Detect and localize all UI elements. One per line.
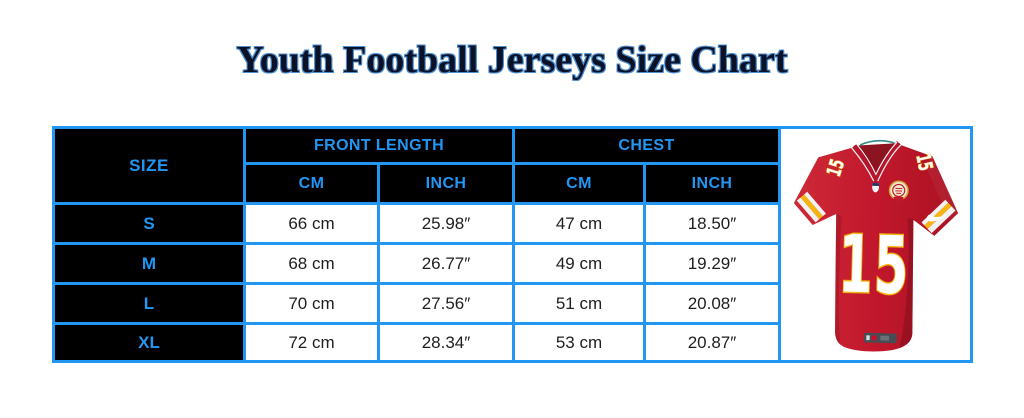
header-chest-cm: CM	[512, 162, 646, 205]
left-cuff-stripe-white-1	[796, 196, 819, 222]
page-title: Youth Football Jerseys Size Chart	[236, 39, 788, 81]
chest-inch-value: 18.50″	[642, 202, 782, 245]
front-inch-value: 25.98″	[377, 202, 515, 245]
front-inch-value: 26.77″	[377, 242, 515, 285]
team-patch-marks	[894, 187, 902, 194]
jock-tag-nfl-mark	[865, 334, 870, 340]
chest-cm-value: 53 cm	[512, 322, 646, 363]
left-shoulder-number: 15	[821, 155, 849, 179]
header-chest: CHEST	[511, 126, 782, 165]
front-inch-value: 28.34″	[377, 322, 515, 363]
size-label: XL	[52, 322, 246, 363]
collar-piping-outer	[850, 144, 901, 181]
header-row-units: CM INCH CM INCH	[54, 162, 972, 205]
left-cuff-stripe-gold	[800, 193, 823, 219]
header-row-groups: SIZE FRONT LENGTH CHEST	[52, 126, 974, 363]
collar-band	[851, 140, 901, 185]
left-cuff-stripe-white-2	[803, 191, 826, 216]
right-cuff-stripe-white-1	[927, 205, 955, 233]
size-row-m: M 68 cm 26.77″ 49 cm 19.29″	[52, 242, 972, 285]
collar-trim-stripe	[859, 139, 894, 146]
team-patch-ring	[891, 183, 905, 197]
chest-cm-value: 47 cm	[512, 202, 646, 245]
size-row-xl: XL 72 cm 28.34″ 53 cm 20.87″	[52, 322, 972, 363]
header-front-cm: CM	[243, 162, 380, 205]
right-shoulder-number: 15	[911, 151, 938, 173]
svg-text:15: 15	[911, 151, 937, 172]
swoosh-icon	[926, 213, 947, 222]
front-cm-value: 70 cm	[243, 282, 380, 325]
size-label: L	[52, 282, 246, 325]
chest-inch-value: 20.87″	[642, 322, 782, 363]
jock-tag-size-mark	[879, 335, 889, 341]
chest-cm-value: 51 cm	[512, 282, 646, 325]
jersey-inner-collar	[852, 142, 900, 176]
chest-inch-value: 20.08″	[642, 282, 782, 325]
nfl-shield-top	[871, 182, 879, 186]
chest-cm-value: 49 cm	[512, 242, 646, 285]
size-chart-table: SIZE FRONT LENGTH CHEST	[52, 126, 974, 363]
front-inch-value: 27.56″	[377, 282, 515, 325]
front-cm-value: 72 cm	[243, 322, 380, 363]
football-jersey-graphic: 15 15 15	[793, 139, 958, 351]
front-cm-value: 66 cm	[243, 202, 380, 245]
jersey-body	[793, 143, 958, 351]
size-label: S	[52, 202, 246, 245]
header-chest-inch: INCH	[642, 162, 782, 205]
jersey-image-cell: 15 15 15	[778, 126, 974, 363]
chest-inch-value: 19.29″	[642, 242, 782, 285]
jock-tag-red-mark	[871, 334, 877, 340]
collar-piping-inner	[855, 141, 897, 176]
size-row-l: L 70 cm 27.56″ 51 cm 20.08″	[52, 282, 972, 325]
size-row-s: S 66 cm 25.98″ 47 cm 18.50″	[52, 202, 972, 245]
header-front-inch: INCH	[377, 162, 515, 205]
right-cuff-stripe-gold	[923, 202, 951, 229]
jersey-shading-right	[897, 217, 915, 350]
svg-text:15: 15	[822, 156, 849, 179]
header-front-length: FRONT LENGTH	[243, 126, 515, 165]
front-cm-value: 68 cm	[243, 242, 380, 285]
header-size: SIZE	[52, 126, 246, 205]
size-label: M	[52, 242, 246, 285]
jersey-image: 15 15 15	[781, 133, 970, 357]
team-patch-banner	[893, 196, 903, 201]
jersey-number: 15	[837, 218, 910, 312]
